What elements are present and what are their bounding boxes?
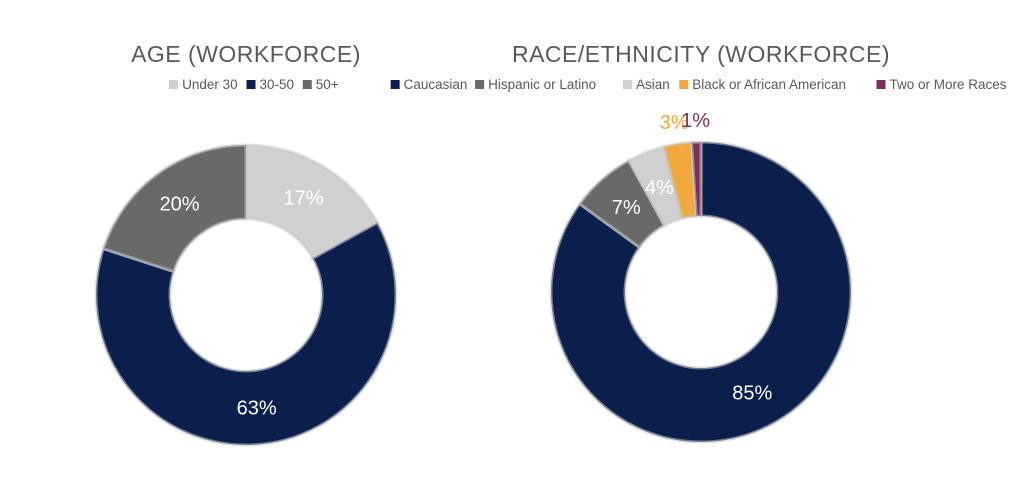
data-label-0-2: 20% — [160, 194, 200, 216]
legend-label-1-2: Asian — [636, 77, 670, 92]
chart-title-age: AGE (WORKFORCE) — [131, 41, 361, 67]
legend-label-0-1: 30-50 — [260, 77, 295, 92]
slice-0-1 — [94, 220, 398, 447]
data-label-1-2: 4% — [645, 177, 674, 199]
legend-swatch-0-1 — [246, 80, 256, 89]
legend-label-1-0: Caucasian — [404, 77, 468, 92]
slice-1-0 — [549, 140, 853, 444]
legend-swatch-1-3 — [679, 80, 689, 89]
legend-swatch-1-1 — [475, 80, 485, 89]
legend-swatch-1-2 — [623, 80, 632, 89]
legend-label-0-0: Under 30 — [182, 77, 238, 92]
legend-swatch-1-4 — [876, 80, 886, 89]
slice-1-4 — [689, 140, 703, 218]
data-label-1-0: 85% — [732, 383, 772, 405]
legend-label-1-4: Two or More Races — [890, 77, 1007, 92]
legend-swatch-0-2 — [302, 80, 312, 89]
data-label-1-1: 7% — [612, 197, 641, 219]
legend-label-1-3: Black or African American — [692, 77, 846, 92]
slice-0-2 — [101, 143, 248, 274]
data-label-0-0: 17% — [284, 188, 324, 210]
data-label-1-4: 1% — [681, 110, 710, 132]
data-label-0-1: 63% — [237, 397, 277, 419]
chart-title-race: RACE/ETHNICITY (WORKFORCE) — [512, 41, 890, 67]
legend-swatch-1-0 — [390, 80, 400, 89]
legend-label-0-2: 50+ — [316, 77, 339, 92]
legend-swatch-0-0 — [169, 80, 179, 89]
legend-label-1-1: Hispanic or Latino — [488, 77, 596, 92]
data-label-1-3: 3% — [660, 112, 689, 134]
